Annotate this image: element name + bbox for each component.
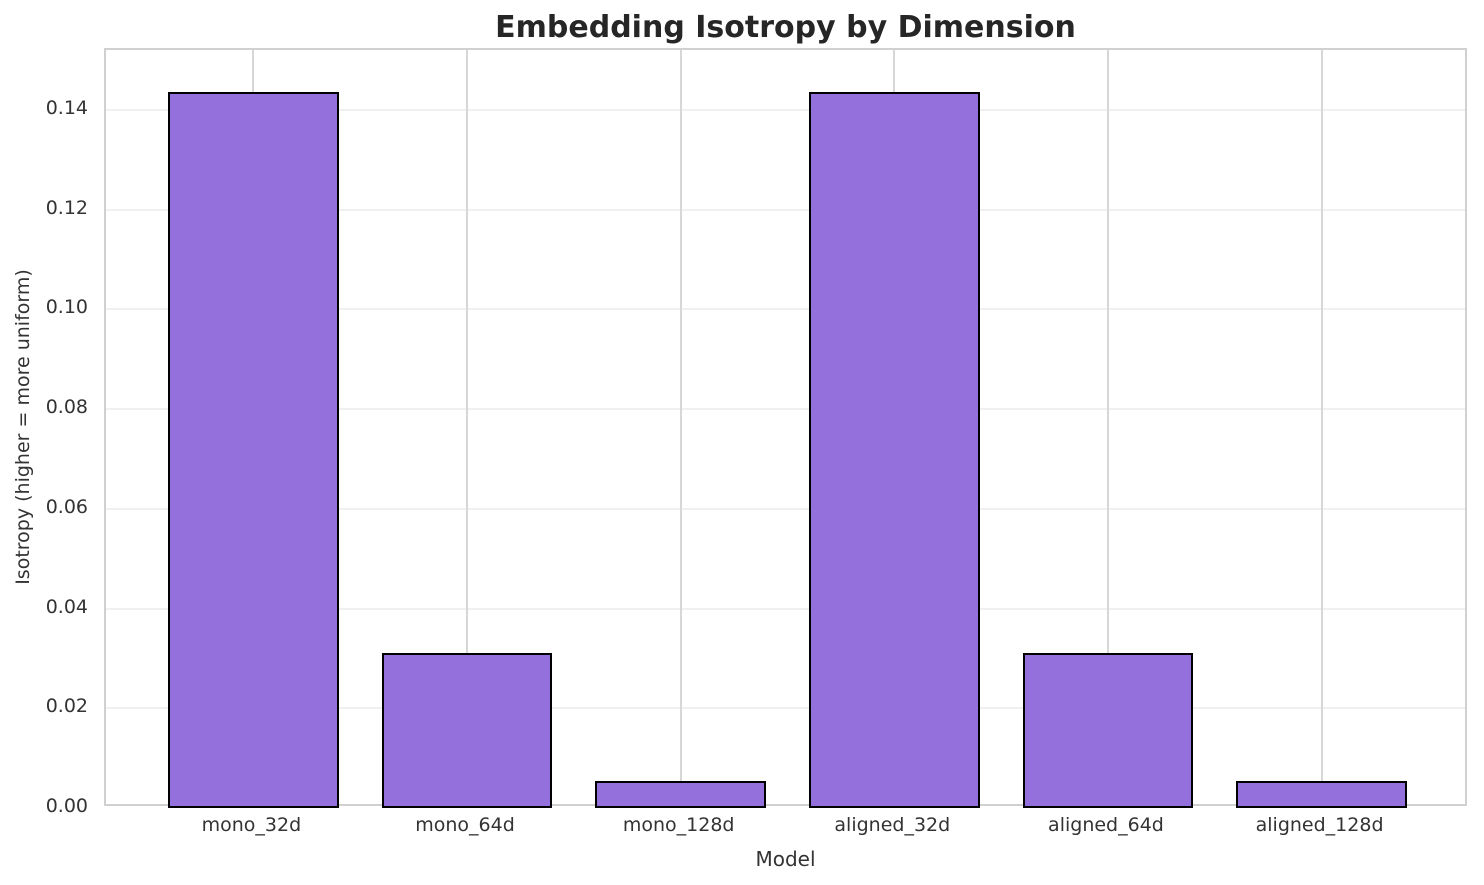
bar-mono_32d	[167, 91, 339, 808]
chart-title: Embedding Isotropy by Dimension	[495, 10, 1076, 45]
y-tick-label: 0.00	[45, 795, 88, 817]
y-tick-label: 0.02	[45, 695, 88, 718]
vertical-gridline	[1106, 50, 1109, 804]
horizontal-gridline	[106, 607, 1465, 610]
vertical-gridline	[1320, 50, 1323, 804]
vertical-gridline	[679, 50, 682, 804]
bar-mono_128d	[595, 780, 767, 808]
x-tick-label: aligned_128d	[1255, 814, 1384, 836]
y-tick-label: 0.04	[45, 595, 88, 618]
horizontal-gridline	[106, 707, 1465, 710]
vertical-gridline	[466, 50, 469, 804]
bar-aligned_32d	[808, 91, 980, 808]
y-tick-label: 0.10	[45, 296, 88, 319]
x-tick-label: aligned_64d	[1048, 814, 1164, 836]
y-tick-label: 0.14	[45, 96, 88, 119]
horizontal-gridline	[106, 108, 1465, 111]
horizontal-gridline	[106, 308, 1465, 311]
x-tick-label: mono_64d	[415, 814, 515, 836]
x-axis-label: Model	[755, 847, 816, 871]
plot-area	[104, 48, 1467, 808]
y-tick-label: 0.06	[45, 495, 88, 518]
y-tick-label: 0.12	[45, 196, 88, 219]
bar-aligned_64d	[1022, 653, 1194, 808]
y-tick-label: 0.08	[45, 396, 88, 419]
bar-mono_64d	[381, 653, 553, 808]
x-tick-label: aligned_32d	[834, 814, 951, 836]
horizontal-gridline	[106, 208, 1465, 211]
x-tick-label: mono_128d	[622, 814, 735, 836]
horizontal-gridline	[106, 507, 1465, 510]
x-tick-label: mono_32d	[201, 814, 302, 836]
bar-aligned_128d	[1236, 780, 1408, 808]
horizontal-gridline	[106, 408, 1465, 411]
